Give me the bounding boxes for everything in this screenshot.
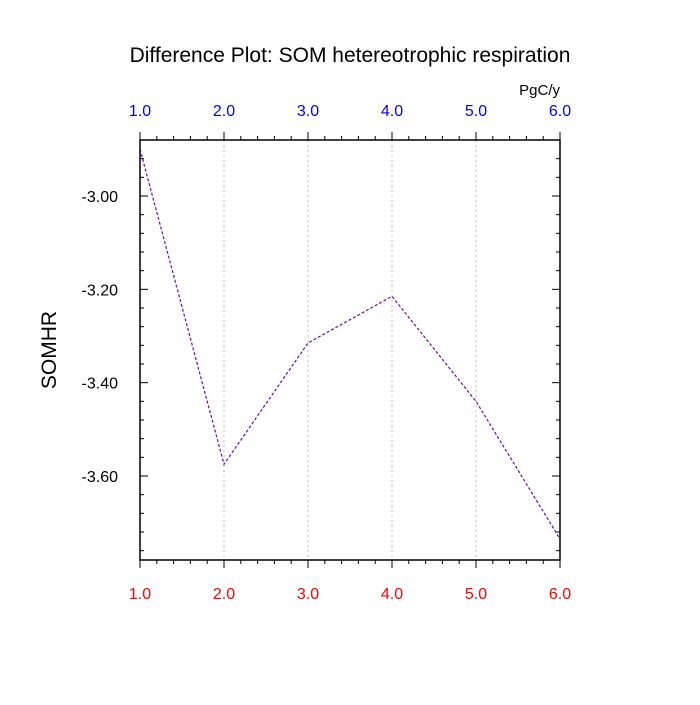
y-tick-label: -3.60 [82,469,119,486]
tick-labels: 1.0 1.0 2.0 2.0 3.0 3.0 4.0 4.0 5.0 5.0 6.0 6.0 -3.0… [82,103,572,603]
x-tick-label-top: 4.0 [381,103,403,120]
y-tick-label: -3.40 [82,376,119,393]
units-label: PgC/y [519,82,560,99]
axis-ticks [139,132,561,568]
x-tick-label-top: 2.0 [213,103,235,120]
x-tick-label-bottom: 4.0 [381,586,403,603]
x-tick-label-bottom: 3.0 [297,586,319,603]
series-layer [140,149,560,540]
plot-frame [139,139,561,561]
x-tick-label-bottom: 1.0 [129,586,151,603]
y-axis-label: SOMHR [38,311,61,389]
chart-title: Difference Plot: SOM hetereotrophic resp… [130,44,571,67]
x-tick-label-top: 5.0 [465,103,487,120]
y-tick-label: -3.20 [82,282,119,299]
grid-lines [223,140,477,560]
x-tick-label-top: 6.0 [549,103,571,120]
x-tick-label-bottom: 6.0 [549,586,571,603]
x-tick-label-bottom: 2.0 [213,586,235,603]
x-tick-label-top: 3.0 [297,103,319,120]
x-tick-label-bottom: 5.0 [465,586,487,603]
series-line [140,149,560,540]
y-tick-label: -3.00 [82,189,119,206]
x-tick-label-top: 1.0 [129,103,151,120]
